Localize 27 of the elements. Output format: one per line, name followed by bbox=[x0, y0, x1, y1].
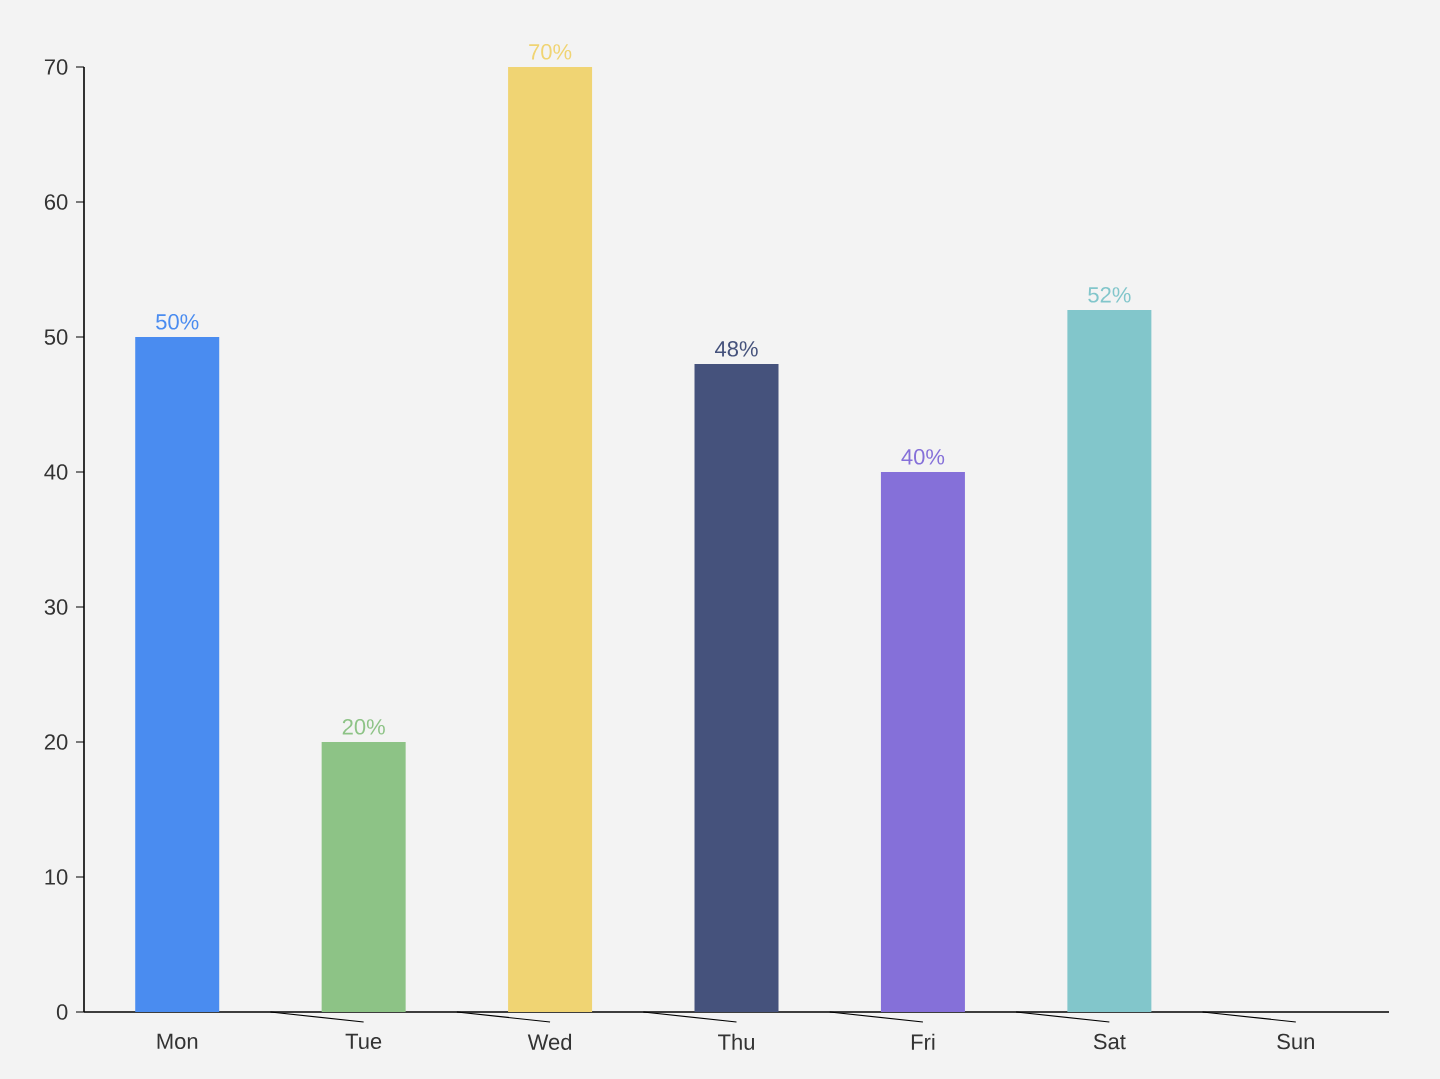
x-tick-label: Fri bbox=[911, 1033, 935, 1050]
y-tick-label: 60 bbox=[44, 194, 68, 210]
data-label: 40% bbox=[901, 449, 945, 465]
bar bbox=[694, 364, 779, 1012]
x-tick-label: Sun bbox=[1277, 1033, 1314, 1050]
data-label: 20% bbox=[342, 719, 385, 735]
data-label: 50% bbox=[156, 314, 199, 330]
y-tick-label: 50 bbox=[44, 329, 68, 345]
x-tick-label: Thu bbox=[718, 1033, 755, 1050]
bar bbox=[880, 472, 965, 1012]
y-tick-label: 70 bbox=[44, 59, 68, 75]
bar bbox=[135, 337, 220, 1012]
data-label: 48% bbox=[714, 341, 758, 357]
bar bbox=[321, 742, 406, 1012]
y-tick-label: 0 bbox=[56, 1004, 68, 1020]
y-tick-label: 40 bbox=[44, 464, 68, 480]
data-label: 52% bbox=[1088, 287, 1131, 303]
x-tick-label: Sat bbox=[1093, 1033, 1126, 1050]
x-tick-label: Tue bbox=[345, 1033, 382, 1050]
bar bbox=[1067, 310, 1152, 1012]
y-tick-label: 20 bbox=[44, 734, 68, 750]
y-tick-label: 30 bbox=[44, 599, 68, 615]
x-tick-label: Mon bbox=[157, 1033, 198, 1050]
x-tick-label: Wed bbox=[527, 1033, 572, 1050]
y-tick-label: 10 bbox=[45, 869, 68, 885]
data-label: 70% bbox=[529, 44, 572, 60]
bar bbox=[508, 67, 593, 1012]
